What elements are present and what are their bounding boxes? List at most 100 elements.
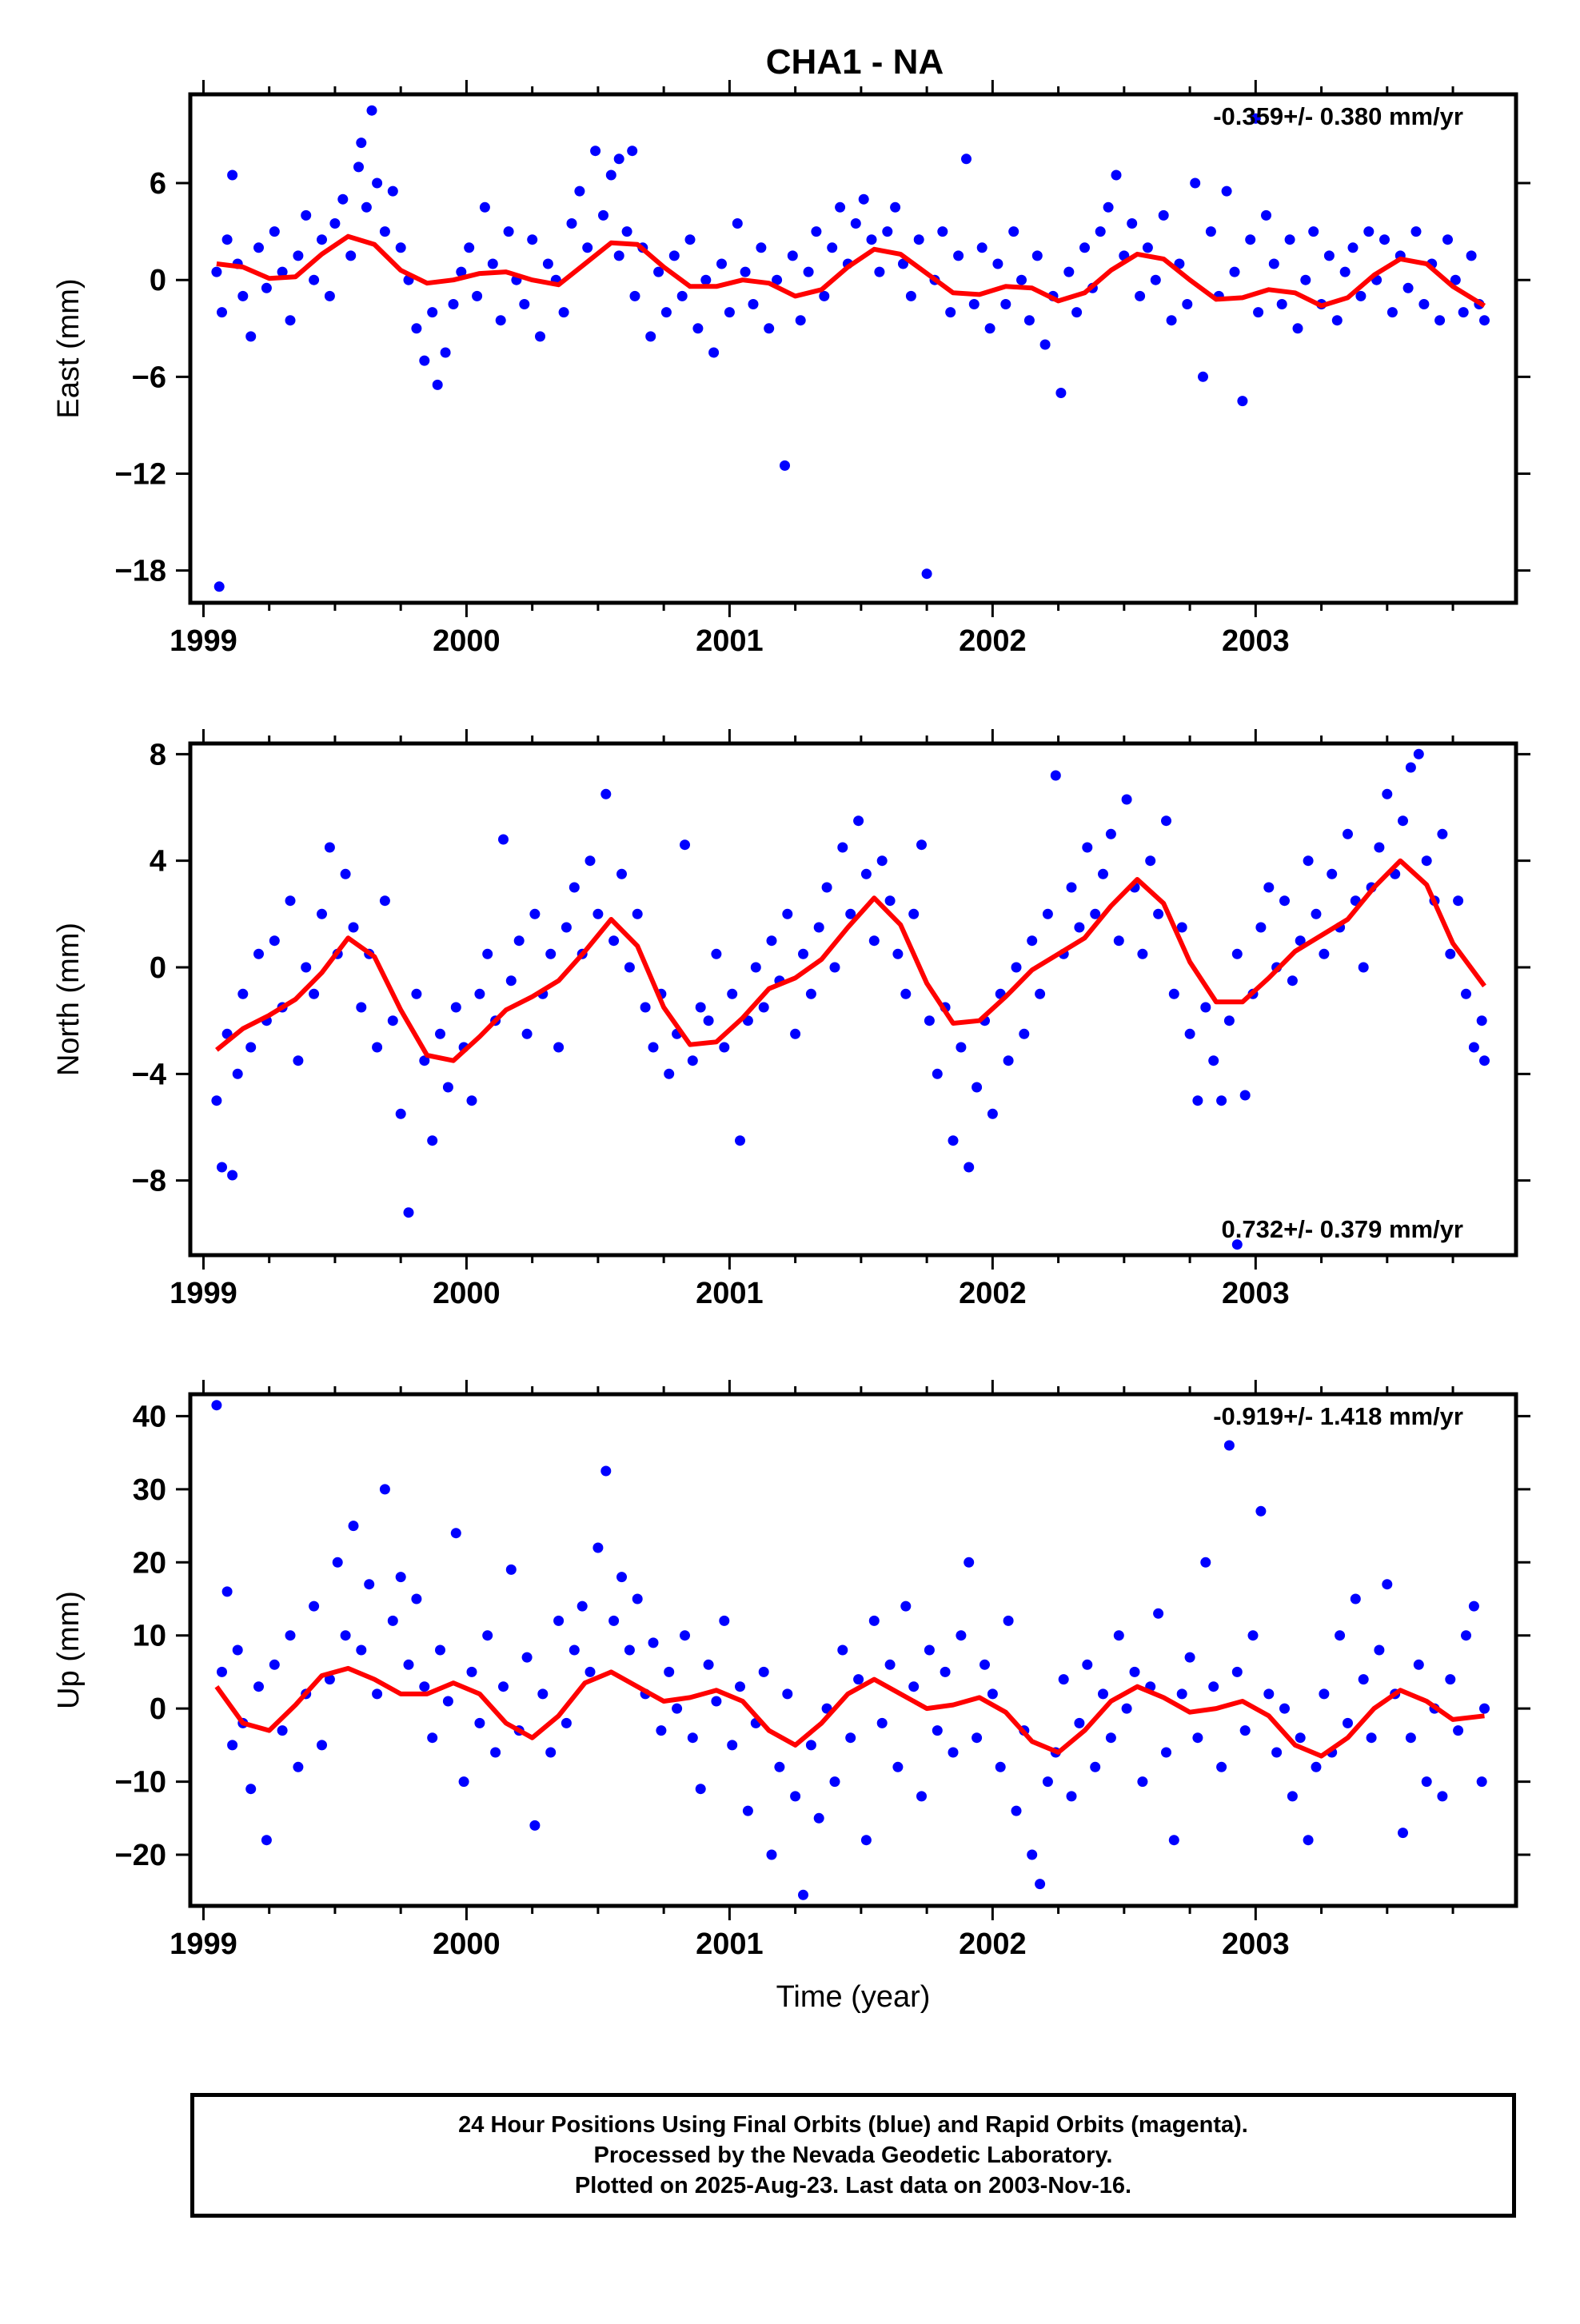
data-point bbox=[1000, 299, 1011, 309]
data-point bbox=[474, 1717, 485, 1728]
y-tick-label: −6 bbox=[132, 361, 166, 394]
data-point bbox=[1366, 1732, 1377, 1744]
data-point bbox=[542, 258, 553, 269]
data-point bbox=[285, 1630, 296, 1641]
data-point bbox=[1350, 1593, 1361, 1604]
data-point bbox=[217, 307, 227, 318]
data-point bbox=[490, 1747, 501, 1758]
data-point bbox=[758, 1666, 769, 1677]
caption-line-2: Processed by the Nevada Geodetic Laborat… bbox=[593, 2143, 1113, 2168]
data-point bbox=[876, 855, 888, 867]
data-point bbox=[787, 250, 798, 261]
velocity-annotation: 0.732+/- 0.379 mm/yr bbox=[1222, 1215, 1463, 1243]
data-point bbox=[521, 1028, 533, 1039]
fit-curve bbox=[216, 233, 1486, 309]
data-point bbox=[221, 234, 233, 245]
data-point bbox=[285, 315, 296, 326]
data-point bbox=[932, 1725, 943, 1736]
data-point bbox=[482, 948, 493, 959]
data-point bbox=[964, 1162, 975, 1173]
data-point bbox=[819, 290, 830, 301]
data-point bbox=[1082, 1659, 1093, 1670]
data-point bbox=[605, 169, 616, 181]
data-point bbox=[987, 1688, 998, 1700]
data-point bbox=[608, 1615, 620, 1626]
data-point bbox=[545, 948, 557, 959]
data-point bbox=[521, 1652, 533, 1663]
data-point bbox=[1287, 975, 1298, 987]
data-point bbox=[1279, 1703, 1290, 1714]
data-point bbox=[1231, 1239, 1243, 1250]
data-point bbox=[1003, 1615, 1014, 1626]
data-point bbox=[466, 1095, 477, 1106]
data-point bbox=[293, 1055, 304, 1066]
data-point bbox=[1223, 1440, 1235, 1451]
data-point bbox=[1027, 1849, 1038, 1860]
data-point bbox=[245, 1042, 257, 1053]
data-point bbox=[553, 1042, 565, 1053]
data-point bbox=[411, 988, 422, 999]
data-point bbox=[379, 1484, 390, 1495]
data-point bbox=[395, 1108, 406, 1119]
data-point bbox=[1208, 1055, 1219, 1066]
data-point bbox=[680, 1630, 690, 1641]
data-point bbox=[892, 1761, 904, 1772]
data-point bbox=[1319, 1688, 1330, 1700]
data-point bbox=[1445, 1674, 1456, 1685]
y-tick-label: −10 bbox=[115, 1766, 166, 1800]
data-point bbox=[1331, 315, 1343, 326]
data-point bbox=[703, 1659, 714, 1670]
data-point bbox=[905, 290, 916, 301]
fit-curve bbox=[214, 1665, 1485, 1759]
data-point bbox=[972, 1082, 983, 1093]
x-tick-label: 1999 bbox=[170, 1277, 237, 1310]
y-tick-label: −18 bbox=[115, 555, 166, 588]
data-point bbox=[585, 1666, 596, 1677]
y-tick-label: 10 bbox=[133, 1620, 166, 1653]
caption-line-3: Plotted on 2025-Aug-23. Last data on 200… bbox=[574, 2173, 1132, 2198]
data-point bbox=[621, 226, 632, 237]
data-point bbox=[1066, 1791, 1077, 1802]
plot-frame bbox=[188, 1392, 1518, 1908]
y-tick-label: 8 bbox=[150, 738, 166, 771]
data-point bbox=[1287, 1791, 1298, 1802]
data-point bbox=[648, 1042, 659, 1053]
data-point bbox=[1113, 935, 1124, 947]
data-point bbox=[835, 201, 846, 213]
data-point bbox=[487, 258, 498, 269]
data-point bbox=[1168, 988, 1179, 999]
data-point bbox=[1311, 908, 1322, 919]
data-point bbox=[1398, 815, 1408, 827]
data-point bbox=[1386, 307, 1398, 318]
data-point bbox=[600, 1465, 612, 1477]
data-point bbox=[716, 258, 727, 269]
data-point bbox=[900, 988, 912, 999]
data-point bbox=[964, 1557, 975, 1568]
data-point bbox=[232, 1644, 243, 1656]
data-point bbox=[813, 1812, 824, 1824]
data-point bbox=[1098, 1688, 1108, 1700]
data-point bbox=[1063, 266, 1075, 277]
y-tick-label: 30 bbox=[133, 1473, 166, 1507]
data-point bbox=[1476, 1776, 1487, 1788]
data-point bbox=[1410, 226, 1422, 237]
data-point bbox=[1082, 842, 1093, 853]
data-point bbox=[1311, 1761, 1322, 1772]
data-point bbox=[1129, 1666, 1140, 1677]
data-point bbox=[1105, 828, 1116, 839]
data-point bbox=[892, 948, 904, 959]
data-point bbox=[1008, 226, 1019, 237]
x-tick-label: 2000 bbox=[433, 1927, 501, 1961]
data-point bbox=[427, 1732, 438, 1744]
data-point bbox=[727, 988, 738, 999]
data-point bbox=[798, 1889, 808, 1900]
data-point bbox=[656, 1725, 667, 1736]
data-point bbox=[1135, 290, 1146, 301]
data-point bbox=[569, 882, 580, 893]
data-point bbox=[908, 908, 920, 919]
data-point bbox=[1268, 258, 1279, 269]
y-tick-label: 0 bbox=[150, 951, 166, 985]
data-point bbox=[432, 379, 443, 390]
data-point bbox=[387, 1015, 398, 1026]
data-point bbox=[1358, 1674, 1369, 1685]
